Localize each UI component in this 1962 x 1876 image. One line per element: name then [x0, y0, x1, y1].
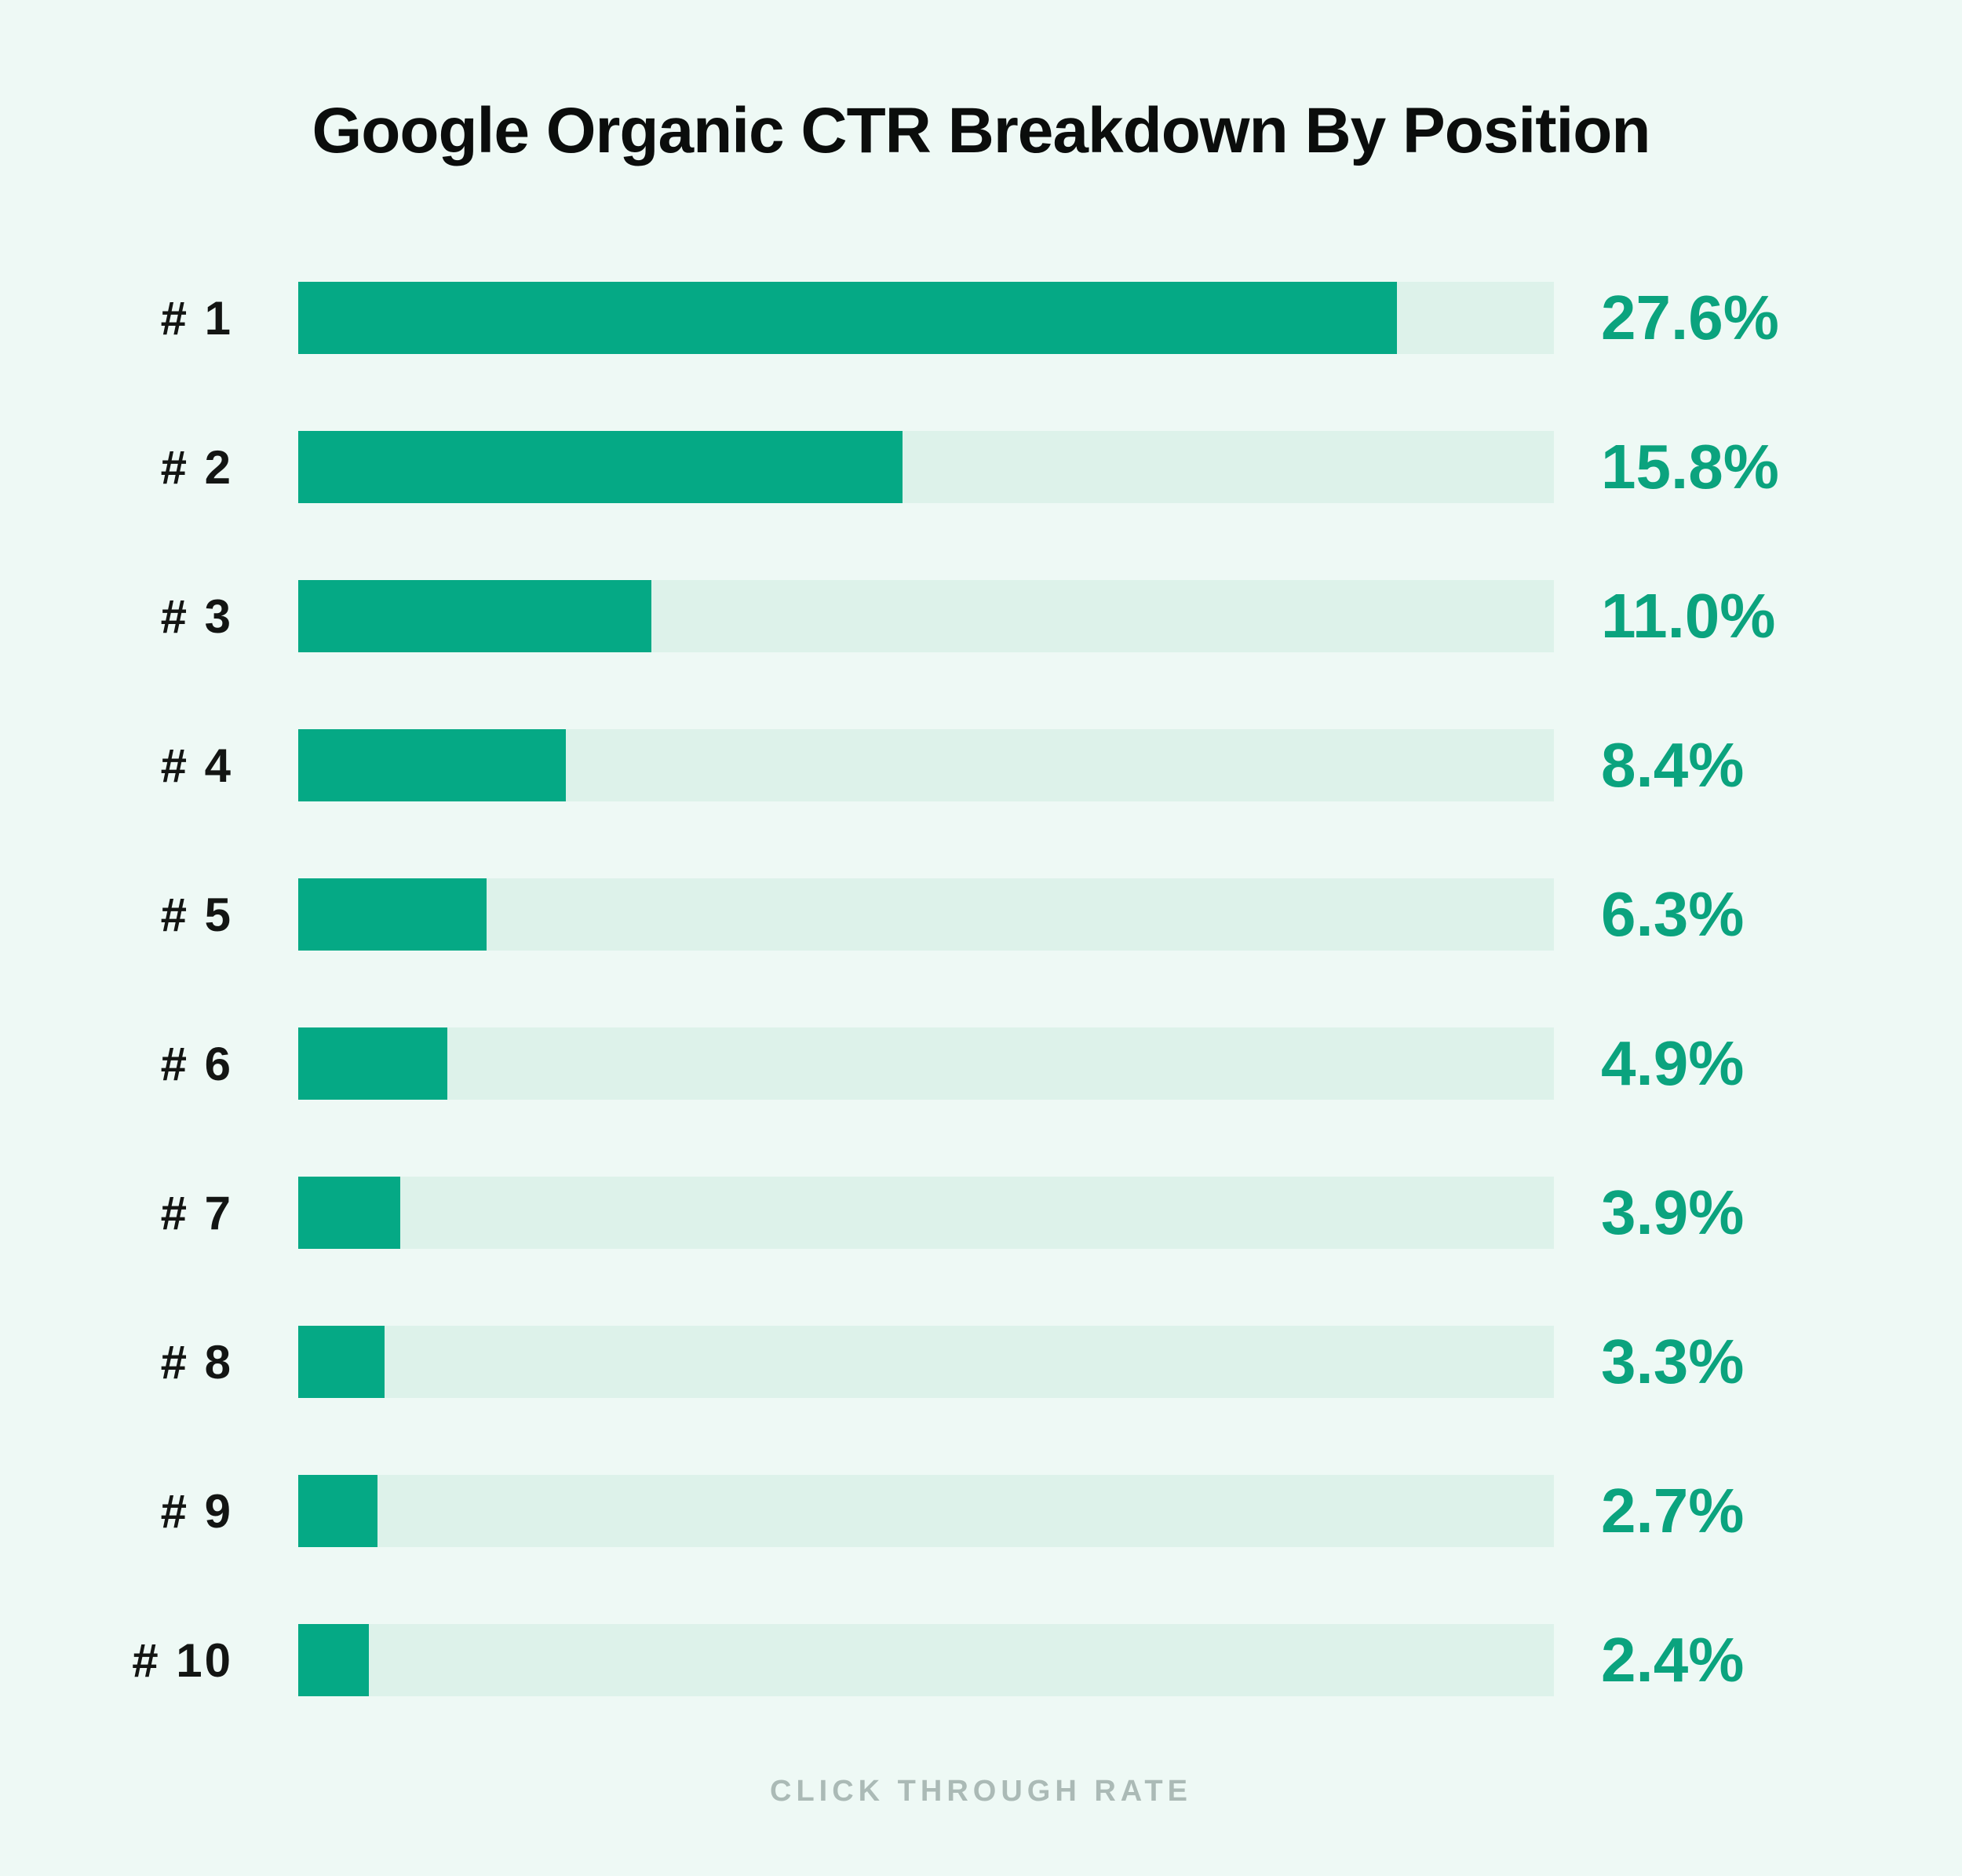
bar-fill: [298, 580, 651, 653]
bar-track: [298, 282, 1554, 355]
bar-row: # 6 4.9%: [0, 1027, 1962, 1100]
bar-track: [298, 1475, 1554, 1548]
value-label: 8.4%: [1601, 730, 1745, 801]
bar-row: # 9 2.7%: [0, 1475, 1962, 1548]
value-label: 6.3%: [1601, 879, 1745, 950]
bar-track: [298, 431, 1554, 504]
bar-fill: [298, 729, 566, 802]
position-label: # 3: [160, 589, 233, 643]
position-label: # 1: [160, 291, 233, 345]
bar-fill: [298, 1177, 400, 1250]
bar-fill: [298, 282, 1397, 355]
value-label: 27.6%: [1601, 283, 1779, 353]
position-label: # 2: [160, 440, 233, 494]
bar-track: [298, 1027, 1554, 1100]
bar-fill: [298, 1326, 385, 1399]
bar-row: # 8 3.3%: [0, 1326, 1962, 1399]
bar-track: [298, 878, 1554, 951]
position-label: # 7: [160, 1186, 233, 1239]
bar-fill: [298, 431, 903, 504]
value-label: 15.8%: [1601, 432, 1779, 502]
position-label: # 5: [160, 888, 233, 941]
bar-fill: [298, 1475, 377, 1548]
bar-row: # 10 2.4%: [0, 1624, 1962, 1697]
value-label: 3.9%: [1601, 1177, 1745, 1248]
bar-fill: [298, 1624, 369, 1697]
bar-track: [298, 729, 1554, 802]
bar-track: [298, 1177, 1554, 1250]
bar-row: # 4 8.4%: [0, 729, 1962, 802]
bar-fill: [298, 878, 487, 951]
bar-track: [298, 580, 1554, 653]
x-axis-label: CLICK THROUGH RATE: [770, 1775, 1192, 1808]
bar-row: # 5 6.3%: [0, 878, 1962, 951]
value-label: 4.9%: [1601, 1028, 1745, 1099]
bar-row: # 3 11.0%: [0, 580, 1962, 653]
bar-row: # 2 15.8%: [0, 431, 1962, 504]
bar-row: # 7 3.9%: [0, 1177, 1962, 1250]
value-label: 11.0%: [1601, 581, 1776, 651]
chart-title: Google Organic CTR Breakdown By Position: [312, 95, 1651, 166]
value-label: 2.7%: [1601, 1476, 1745, 1546]
position-label: # 9: [160, 1484, 233, 1538]
bar-track: [298, 1624, 1554, 1697]
value-label: 2.4%: [1601, 1625, 1745, 1695]
bar-fill: [298, 1027, 448, 1100]
position-label: # 6: [160, 1037, 233, 1090]
position-label: # 10: [132, 1633, 233, 1687]
bar-chart: # 1 27.6% # 2 15.8% # 3 11.0% # 4 8.4% #…: [0, 282, 1962, 1697]
position-label: # 8: [160, 1335, 233, 1389]
bar-row: # 1 27.6%: [0, 282, 1962, 355]
bar-track: [298, 1326, 1554, 1399]
position-label: # 4: [160, 739, 233, 792]
value-label: 3.3%: [1601, 1327, 1745, 1397]
